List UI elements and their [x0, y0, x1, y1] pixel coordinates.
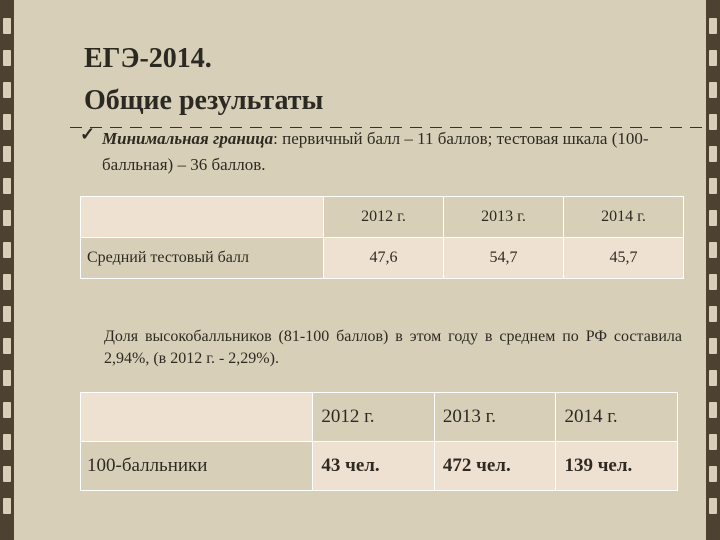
row-label: Средний тестовый балл: [80, 237, 324, 279]
title-line-2: Общие результаты: [84, 85, 324, 116]
dashed-divider: [70, 124, 710, 132]
title-line-1: ЕГЭ-2014.: [84, 43, 212, 74]
table-header-row: 2012 г. 2013 г. 2014 г.: [79, 392, 678, 442]
high-scorers-paragraph: Доля высокобалльников (81-100 баллов) в …: [104, 328, 682, 367]
hundred-pointers-table: 2012 г. 2013 г. 2014 г. 100-балльники 43…: [79, 392, 678, 491]
table-header-row: 2012 г. 2013 г. 2014 г.: [80, 196, 684, 238]
table-header-cell: 2014 г.: [563, 196, 684, 238]
table-row: 100-балльники 43 чел. 472 чел. 139 чел.: [79, 441, 678, 491]
table-header-cell: 2012 г.: [323, 196, 444, 238]
bullet-emphasis: Минимальная граница: [102, 129, 274, 148]
table-cell: 54,7: [443, 237, 564, 279]
table-header-cell: 2014 г.: [555, 392, 678, 442]
bullet-text: Минимальная граница: первичный балл – 11…: [102, 126, 702, 178]
row-label: 100-балльники: [79, 441, 314, 491]
table-cell: 472 чел.: [433, 441, 557, 491]
check-icon: ✓: [80, 124, 96, 144]
bullet-rest: : первичный балл – 11 баллов; тестовая ш…: [102, 129, 649, 174]
table-row: Средний тестовый балл 47,6 54,7 45,7: [80, 237, 684, 279]
table-header-empty: [79, 392, 314, 442]
slide-title: ЕГЭ-2014. Общие результаты: [84, 38, 323, 122]
table-header-cell: 2013 г.: [443, 196, 564, 238]
table-cell: 45,7: [563, 237, 684, 279]
average-score-table: 2012 г. 2013 г. 2014 г. Средний тестовый…: [80, 196, 684, 279]
table-header-cell: 2012 г.: [312, 392, 435, 442]
right-binding-strip: [706, 0, 720, 540]
table-cell: 47,6: [323, 237, 444, 279]
table-header-cell: 2013 г.: [433, 392, 557, 442]
table-cell: 43 чел.: [312, 441, 435, 491]
left-binding-strip: [0, 0, 14, 540]
table-header-empty: [80, 196, 324, 238]
table-cell: 139 чел.: [555, 441, 678, 491]
